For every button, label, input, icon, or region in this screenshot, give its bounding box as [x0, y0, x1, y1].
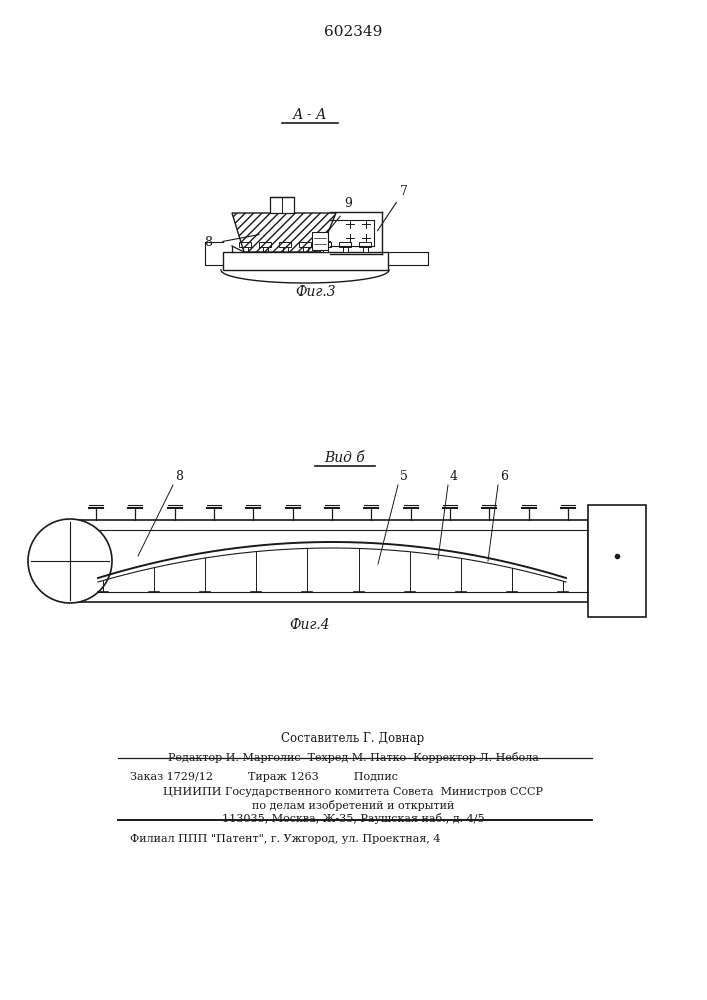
- Bar: [270, 197, 294, 213]
- Text: 8: 8: [204, 235, 212, 248]
- Bar: [279, 242, 291, 247]
- Bar: [322, 247, 327, 252]
- Bar: [283, 247, 288, 252]
- Text: 5: 5: [400, 470, 408, 483]
- Bar: [339, 242, 351, 247]
- Bar: [342, 247, 348, 252]
- Text: 602349: 602349: [324, 25, 382, 39]
- Text: Фиг.3: Фиг.3: [296, 285, 337, 299]
- Text: Вид б: Вид б: [325, 451, 366, 465]
- Bar: [299, 242, 311, 247]
- Bar: [312, 232, 328, 250]
- Bar: [78, 520, 588, 602]
- Bar: [359, 242, 371, 247]
- Text: по делам изобретений и открытий: по делам изобретений и открытий: [252, 800, 454, 811]
- Bar: [223, 252, 387, 270]
- Text: Филиал ППП "Патент", г. Ужгород, ул. Проектная, 4: Филиал ППП "Патент", г. Ужгород, ул. Про…: [130, 834, 440, 844]
- Bar: [243, 247, 247, 252]
- Text: Составитель Г. Довнар: Составитель Г. Довнар: [281, 732, 425, 745]
- Text: 113035, Москва, Ж-35, Раушская наб., д. 4/5: 113035, Москва, Ж-35, Раушская наб., д. …: [222, 813, 484, 824]
- Bar: [319, 242, 331, 247]
- Bar: [259, 242, 271, 247]
- Text: А - А: А - А: [293, 108, 327, 122]
- Text: Заказ 1729/12          Тираж 1263          Подпис: Заказ 1729/12 Тираж 1263 Подпис: [130, 772, 398, 782]
- Text: 6: 6: [500, 470, 508, 483]
- Bar: [588, 505, 646, 617]
- Text: Фиг.4: Фиг.4: [290, 618, 330, 632]
- Text: 8: 8: [175, 470, 183, 483]
- Bar: [303, 247, 308, 252]
- Text: 4: 4: [450, 470, 458, 483]
- Bar: [262, 247, 267, 252]
- Bar: [363, 247, 368, 252]
- Text: Редактор И. Марголис  Техред М. Патко  Корректор Л. Небола: Редактор И. Марголис Техред М. Патко Кор…: [168, 752, 539, 763]
- Text: ЦНИИПИ Государственного комитета Совета  Министров СССР: ЦНИИПИ Государственного комитета Совета …: [163, 787, 543, 797]
- Text: 7: 7: [400, 185, 408, 198]
- Bar: [239, 242, 251, 247]
- Circle shape: [28, 519, 112, 603]
- Text: 9: 9: [344, 197, 352, 210]
